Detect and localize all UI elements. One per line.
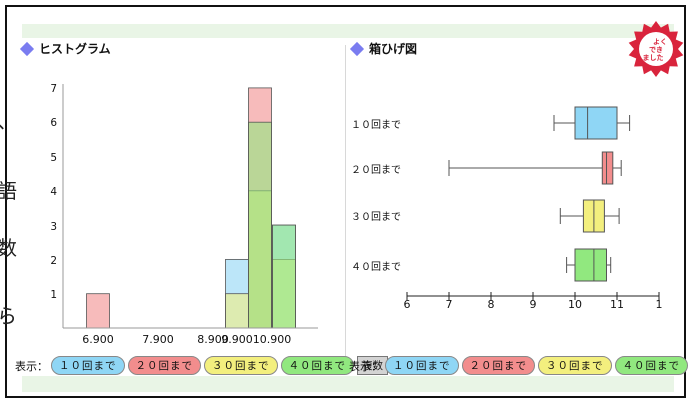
histogram-y-tick: 3 (50, 221, 57, 233)
histogram-y-tick: 5 (50, 152, 57, 164)
histogram-title-text: ヒストグラム (39, 42, 111, 56)
histogram-y-tick: 4 (50, 186, 57, 198)
badge-text: よく (653, 38, 667, 46)
boxplot-x-tick: 10 (568, 298, 582, 311)
toggle-20-button[interactable]: ２０回まで (127, 356, 201, 375)
toggle-40-button[interactable]: ４０回まで (280, 356, 354, 375)
histogram-y-tick: 1 (50, 289, 57, 301)
boxplot-row-label: ２０回まで (351, 164, 401, 176)
histogram-bar (248, 121, 272, 329)
bottom-band (22, 376, 674, 392)
badge-center (639, 32, 673, 66)
edge-char: 、 (0, 105, 17, 134)
badge-text: でき (649, 45, 663, 54)
histogram-x-tick: 6.900 (82, 333, 114, 346)
histogram-title: ヒストグラム (19, 40, 111, 57)
histogram-bar (272, 224, 296, 329)
legend-prefix: 表示： (15, 359, 48, 373)
histogram-bar (86, 293, 110, 329)
toggle-10-button[interactable]: １０回まで (51, 356, 125, 375)
histogram-x-tick: 8.900 (197, 333, 229, 346)
toggle-30-button[interactable]: ３０回まで (538, 356, 612, 375)
histogram-x-tick: 7.900 (142, 333, 174, 346)
panel-divider (345, 45, 346, 363)
legend-prefix: 表示： (349, 359, 382, 373)
toggle-30-button[interactable]: ３０回まで (204, 356, 278, 375)
histogram-y-tick: 2 (50, 255, 57, 267)
boxplot-box (574, 248, 607, 282)
boxplot-box (601, 151, 614, 185)
histogram-legend: 表示： １０回まで ２０回まで ３０回まで ４０回まで 複数 (15, 356, 388, 375)
boxplot-row-label: ４０回まで (351, 261, 401, 273)
boxplot-x-tick: 1 (656, 298, 663, 311)
toggle-20-button[interactable]: ２０回まで (461, 356, 535, 375)
boxplot-row-label: １０回まで (351, 119, 401, 131)
boxplot-x-tick: 8 (488, 298, 495, 311)
toggle-10-button[interactable]: １０回まで (385, 356, 459, 375)
boxplot-x-tick: 6 (404, 298, 411, 311)
boxplot-legend: 表示： １０回まで ２０回まで ３０回まで ４０回まで (349, 356, 688, 375)
histogram-y-tick: 6 (50, 117, 57, 129)
boxplot-x-tick: 7 (446, 298, 453, 311)
edge-char: 語 (0, 179, 17, 203)
boxplot-x-tick: 9 (530, 298, 537, 311)
histogram-bar (225, 293, 249, 329)
well-done-badge-icon: よく でき ました (628, 21, 684, 77)
boxplot-row-label: ３０回まで (351, 211, 401, 223)
boxplot-title: 箱ひげ図 (349, 40, 418, 57)
histogram-x-tick: 9.900 (221, 333, 253, 346)
top-band (22, 24, 674, 38)
boxplot-box (574, 106, 618, 140)
histogram-chart: 7 6 5 4 3 2 1 6.900 7.900 8.900 9.900 10… (50, 83, 318, 346)
edge-char: ら (0, 304, 17, 328)
toggle-40-button[interactable]: ４０回まで (614, 356, 688, 375)
multiple-button[interactable]: 複数 (357, 356, 388, 375)
edge-char: 数 (0, 236, 17, 260)
boxplot-chart: １０回まで ２０回まで ３０回まで ４０回まで 6 7 8 9 10 11 1 (351, 106, 663, 311)
badge-text: ました (643, 53, 664, 62)
histogram-y-tick: 7 (50, 83, 57, 95)
boxplot-x-tick: 11 (610, 298, 624, 311)
boxplot-title-text: 箱ひげ図 (369, 42, 418, 56)
histogram-x-tick: 10.900 (253, 333, 292, 346)
